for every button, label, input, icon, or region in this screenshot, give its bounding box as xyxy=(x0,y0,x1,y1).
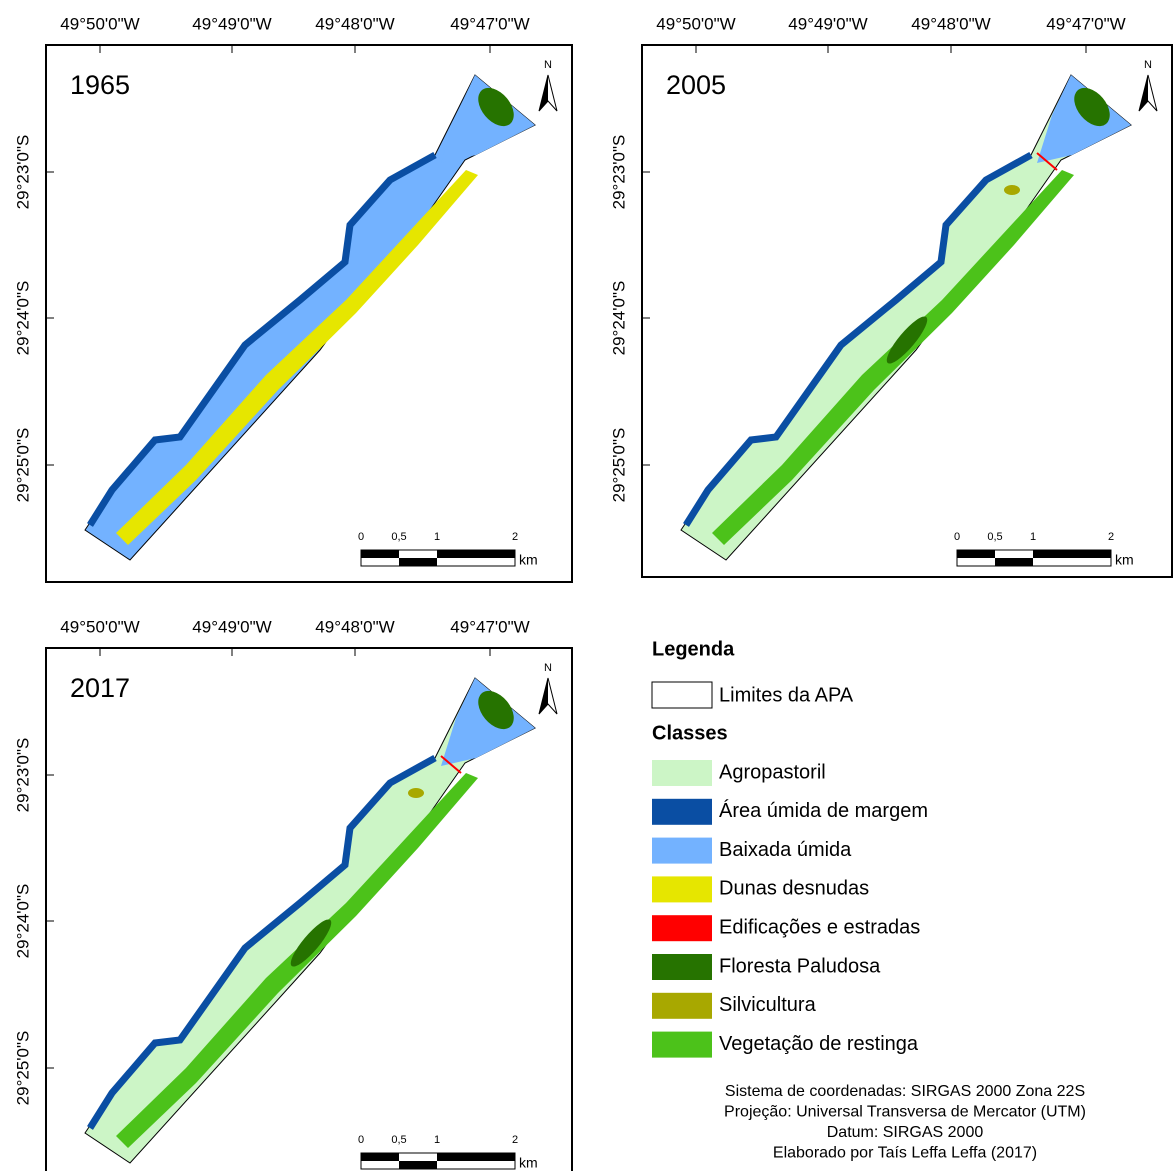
scale-label: 0,5 xyxy=(391,1134,406,1146)
class-label: Agropastoril xyxy=(719,761,826,783)
y-coord-label: 29°25'0"S xyxy=(13,428,32,503)
class-label: Edificações e estradas xyxy=(719,916,920,938)
legend-title: Legenda xyxy=(652,638,735,660)
scale-unit: km xyxy=(519,1155,538,1171)
class-swatch xyxy=(652,798,712,825)
forest-patch xyxy=(1074,87,1110,127)
class-swatch xyxy=(652,1031,712,1058)
classes-title: Classes xyxy=(652,722,728,744)
map-area xyxy=(84,677,536,1164)
scale-seg xyxy=(361,1153,399,1161)
y-coord-label: 29°25'0"S xyxy=(13,1031,32,1106)
scale-seg xyxy=(399,1161,437,1169)
scale-seg xyxy=(957,550,995,558)
forest-patch xyxy=(290,919,332,967)
x-coord-label: 49°48'0"W xyxy=(911,14,990,33)
road xyxy=(440,755,462,774)
wet-margin xyxy=(87,754,437,1130)
scale-label: 0 xyxy=(358,1134,364,1146)
scale-label: 2 xyxy=(512,531,518,543)
x-coord-label: 49°48'0"W xyxy=(315,617,394,636)
silv-patch xyxy=(1004,185,1020,195)
scale-unit: km xyxy=(1115,552,1134,568)
y-coord-label: 29°23'0"S xyxy=(13,135,32,210)
scale-unit: km xyxy=(519,552,538,568)
scale-label: 1 xyxy=(1030,531,1036,543)
scale-seg xyxy=(995,558,1033,566)
map-year: 1965 xyxy=(70,70,130,100)
north-label: N xyxy=(544,662,552,674)
map-area xyxy=(84,74,536,561)
x-coord-label: 49°50'0"W xyxy=(60,617,139,636)
wet-margin xyxy=(683,151,1033,527)
class-label: Baixada úmida xyxy=(719,839,852,861)
credit-line: Projeção: Universal Transversa de Mercat… xyxy=(724,1104,1086,1121)
north-label: N xyxy=(544,59,552,71)
credit-line: Datum: SIRGAS 2000 xyxy=(827,1124,984,1141)
scale-label: 0 xyxy=(358,531,364,543)
class-top xyxy=(1037,75,1131,163)
x-coord-label: 49°47'0"W xyxy=(450,14,529,33)
credit-line: Elaborado por Taís Leffa Leffa (2017) xyxy=(773,1145,1037,1162)
forest-patch xyxy=(478,87,514,127)
class-label: Silvicultura xyxy=(719,994,817,1016)
x-coord-label: 49°50'0"W xyxy=(656,14,735,33)
north-label: N xyxy=(1144,59,1152,71)
class-swatch xyxy=(652,837,712,864)
north-arrow-half xyxy=(539,75,548,111)
map-year: 2017 xyxy=(70,673,130,703)
forest-patch xyxy=(478,690,514,730)
class-swatch xyxy=(652,992,712,1019)
class-label: Área úmida de margem xyxy=(719,799,928,822)
scale-label: 2 xyxy=(512,1134,518,1146)
class-label: Floresta Paludosa xyxy=(719,955,881,977)
map-year: 2005 xyxy=(666,70,726,100)
class-top xyxy=(441,678,535,766)
class-label: Vegetação de restinga xyxy=(719,1033,919,1055)
wet-margin xyxy=(87,151,437,527)
class-swatch xyxy=(652,954,712,980)
class-band xyxy=(116,170,478,545)
y-coord-label: 29°24'0"S xyxy=(13,281,32,356)
scale-seg xyxy=(437,1153,515,1161)
y-coord-label: 29°24'0"S xyxy=(609,281,628,356)
x-coord-label: 49°50'0"W xyxy=(60,14,139,33)
north-arrow-half xyxy=(1139,75,1148,111)
scale-seg xyxy=(1033,550,1111,558)
class-label: Dunas desnudas xyxy=(719,878,869,900)
scale-label: 1 xyxy=(434,1134,440,1146)
x-coord-label: 49°48'0"W xyxy=(315,14,394,33)
scale-label: 0 xyxy=(954,531,960,543)
scale-label: 2 xyxy=(1108,531,1114,543)
boundary-label: Limites da APA xyxy=(719,684,854,706)
north-arrow-half xyxy=(539,678,548,714)
map-area xyxy=(680,74,1132,561)
road xyxy=(1036,152,1058,171)
scale-seg xyxy=(437,550,515,558)
y-coord-label: 29°23'0"S xyxy=(609,135,628,210)
forest-patch xyxy=(886,316,928,364)
scale-label: 0,5 xyxy=(391,531,406,543)
class-swatch xyxy=(652,915,712,942)
x-coord-label: 49°47'0"W xyxy=(1046,14,1125,33)
silv-patch xyxy=(408,788,424,798)
y-coord-label: 29°25'0"S xyxy=(609,428,628,503)
y-coord-label: 29°23'0"S xyxy=(13,738,32,813)
y-coord-label: 29°24'0"S xyxy=(13,884,32,959)
boundary-swatch xyxy=(651,681,713,709)
scale-label: 0,5 xyxy=(987,531,1002,543)
credit-line: Sistema de coordenadas: SIRGAS 2000 Zona… xyxy=(725,1083,1085,1100)
class-top xyxy=(441,75,535,163)
x-coord-label: 49°49'0"W xyxy=(192,617,271,636)
x-coord-label: 49°49'0"W xyxy=(192,14,271,33)
class-swatch xyxy=(652,876,712,903)
class-swatch xyxy=(652,760,712,786)
scale-label: 1 xyxy=(434,531,440,543)
x-coord-label: 49°49'0"W xyxy=(788,14,867,33)
scale-seg xyxy=(399,558,437,566)
x-coord-label: 49°47'0"W xyxy=(450,617,529,636)
scale-seg xyxy=(361,550,399,558)
